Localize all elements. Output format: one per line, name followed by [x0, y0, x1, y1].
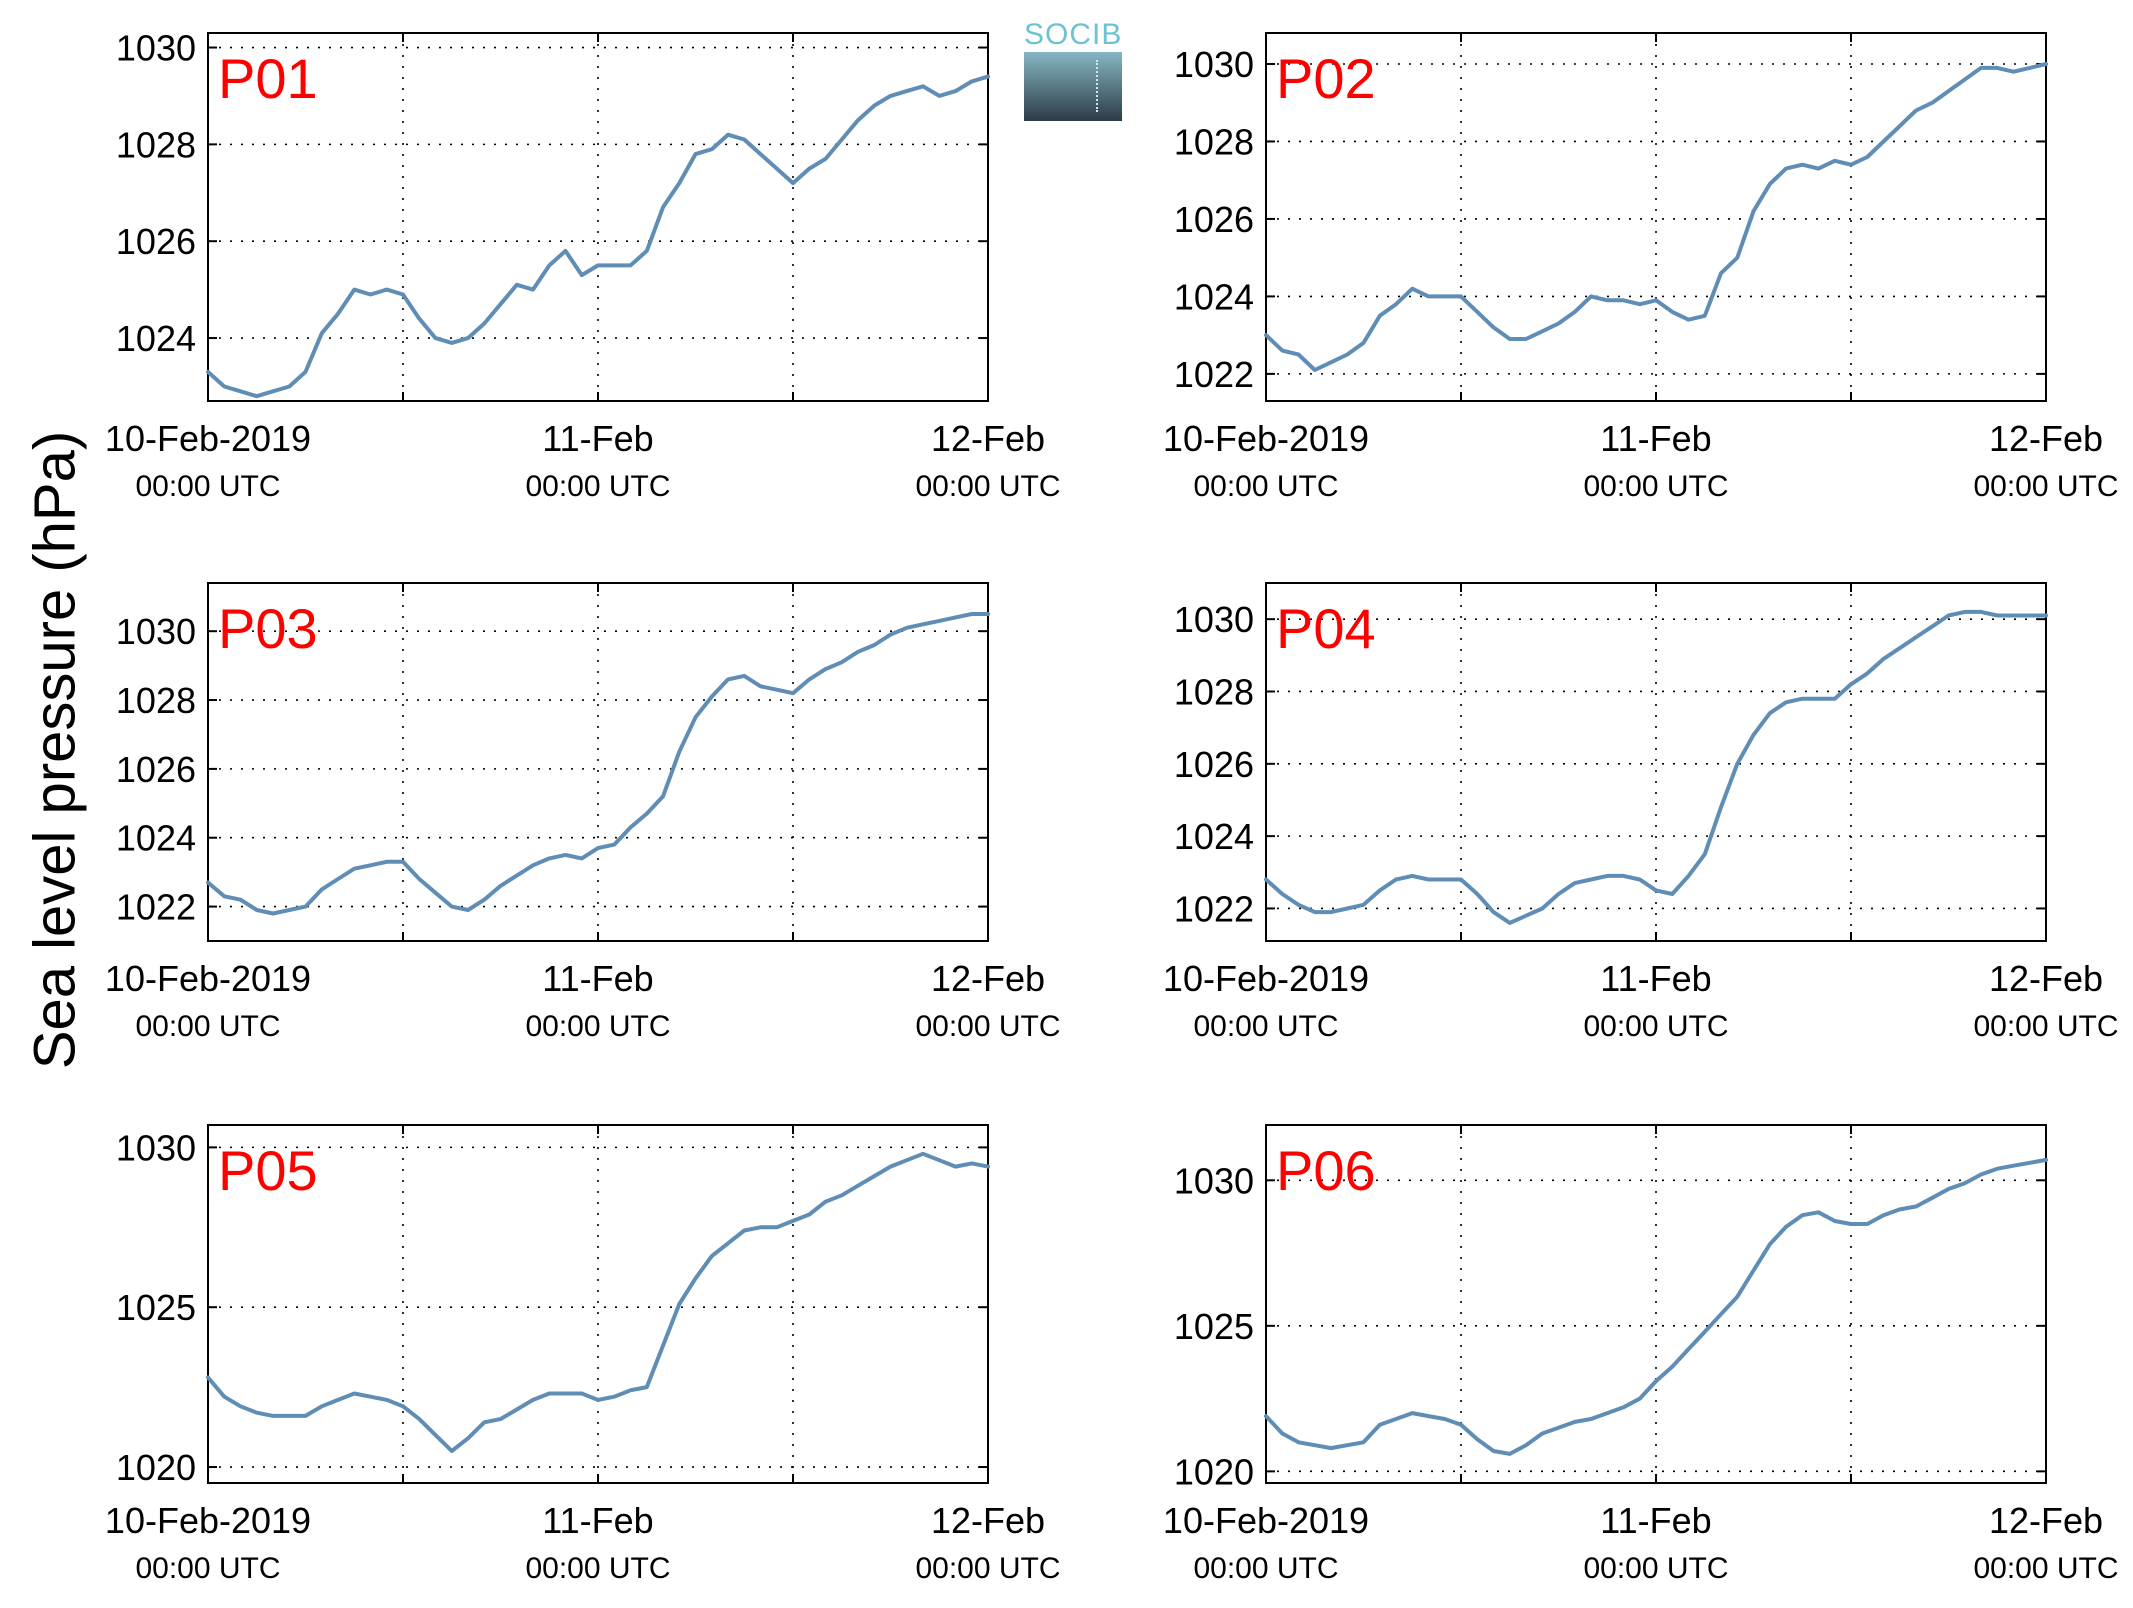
p02-ytick-label-1: 1024 — [1174, 276, 1254, 317]
p06-xtick-sublabel-1: 00:00 UTC — [1583, 1552, 1728, 1585]
p03-xtick-label-2: 12-Feb — [931, 958, 1045, 999]
p02-xtick-sublabel-2: 00:00 UTC — [1973, 470, 2118, 503]
p04-xtick-sublabel-0: 00:00 UTC — [1193, 1010, 1338, 1043]
p03-panel-label: P03 — [218, 597, 318, 660]
p06-xtick-label-1: 11-Feb — [1600, 1500, 1711, 1541]
p06-plot-area — [1265, 1124, 2047, 1484]
p04-ytick-label-4: 1030 — [1174, 599, 1254, 640]
p03-xtick-sublabel-2: 00:00 UTC — [915, 1010, 1060, 1043]
p02-xtick-sublabel-0: 00:00 UTC — [1193, 470, 1338, 503]
p04-xtick-label-0: 10-Feb-2019 — [1163, 958, 1369, 999]
p06-ytick-label-0: 1020 — [1174, 1451, 1254, 1492]
y-axis-label: Sea level pressure (hPa) — [22, 430, 88, 1070]
p02-series-line — [1264, 62, 2048, 372]
p05-ytick-label-0: 1020 — [116, 1447, 196, 1488]
p05-ytick-label-1: 1025 — [116, 1287, 196, 1328]
p05-xtick-label-0: 10-Feb-2019 — [105, 1500, 311, 1541]
p03-ytick-label-2: 1026 — [116, 749, 196, 790]
p02-ytick-label-2: 1026 — [1174, 199, 1254, 240]
p06-xtick-sublabel-0: 00:00 UTC — [1193, 1552, 1338, 1585]
p04-ytick-label-2: 1026 — [1174, 744, 1254, 785]
p01-ytick-label-0: 1024 — [116, 318, 196, 359]
p06-xtick-label-2: 12-Feb — [1989, 1500, 2103, 1541]
logo-text: SOCIB — [1024, 18, 1123, 51]
p03-xtick-sublabel-0: 00:00 UTC — [135, 1010, 280, 1043]
p06-series-line — [1264, 1157, 2048, 1456]
p06-xtick-label-0: 10-Feb-2019 — [1163, 1500, 1369, 1541]
p04-ytick-label-0: 1022 — [1174, 888, 1254, 929]
p03-ytick-label-0: 1022 — [116, 887, 196, 928]
p01-xtick-label-0: 10-Feb-2019 — [105, 418, 311, 459]
p01-plot-area — [207, 32, 989, 402]
p06-ytick-label-1: 1025 — [1174, 1306, 1254, 1347]
p02-ytick-label-3: 1028 — [1174, 121, 1254, 162]
p05-panel-label: P05 — [218, 1139, 318, 1202]
p03-ytick-label-1: 1024 — [116, 818, 196, 859]
p02-panel-label: P02 — [1276, 47, 1376, 110]
p01-panel-label: P01 — [218, 47, 318, 110]
logo-dots — [1096, 60, 1098, 112]
p03-ytick-label-3: 1028 — [116, 680, 196, 721]
p01-series-line — [206, 74, 990, 399]
p01-ytick-label-2: 1028 — [116, 124, 196, 165]
p02-xtick-label-0: 10-Feb-2019 — [1163, 418, 1369, 459]
p03-xtick-label-1: 11-Feb — [542, 958, 653, 999]
p03-xtick-label-0: 10-Feb-2019 — [105, 958, 311, 999]
p02-plot-area — [1265, 32, 2047, 402]
p01-xtick-sublabel-1: 00:00 UTC — [525, 470, 670, 503]
p06-xtick-sublabel-2: 00:00 UTC — [1973, 1552, 2118, 1585]
p03-series-line — [206, 612, 990, 916]
p04-panel-label: P04 — [1276, 597, 1376, 660]
p04-xtick-sublabel-1: 00:00 UTC — [1583, 1010, 1728, 1043]
p04-ytick-label-1: 1024 — [1174, 816, 1254, 857]
p01-ytick-label-1: 1026 — [116, 221, 196, 262]
p04-series-line — [1264, 609, 2048, 925]
p02-ytick-label-0: 1022 — [1174, 354, 1254, 395]
p05-xtick-sublabel-2: 00:00 UTC — [915, 1552, 1060, 1585]
p02-ytick-label-4: 1030 — [1174, 44, 1254, 85]
p01-xtick-label-1: 11-Feb — [542, 418, 653, 459]
p01-xtick-sublabel-2: 00:00 UTC — [915, 470, 1060, 503]
p04-xtick-sublabel-2: 00:00 UTC — [1973, 1010, 2118, 1043]
p02-xtick-sublabel-1: 00:00 UTC — [1583, 470, 1728, 503]
p05-xtick-sublabel-0: 00:00 UTC — [135, 1552, 280, 1585]
p06-panel-label: P06 — [1276, 1139, 1376, 1202]
p02-xtick-label-2: 12-Feb — [1989, 418, 2103, 459]
logo-block — [1024, 52, 1122, 121]
p01-xtick-label-2: 12-Feb — [931, 418, 1045, 459]
p01-ytick-label-3: 1030 — [116, 28, 196, 69]
p05-ytick-label-2: 1030 — [116, 1127, 196, 1168]
socib-logo: SOCIB — [1024, 18, 1122, 121]
p04-xtick-label-2: 12-Feb — [1989, 958, 2103, 999]
p04-ytick-label-3: 1028 — [1174, 671, 1254, 712]
p05-series-line — [206, 1151, 990, 1453]
p03-ytick-label-4: 1030 — [116, 611, 196, 652]
p04-xtick-label-1: 11-Feb — [1600, 958, 1711, 999]
p01-xtick-sublabel-0: 00:00 UTC — [135, 470, 280, 503]
p02-xtick-label-1: 11-Feb — [1600, 418, 1711, 459]
p05-xtick-label-2: 12-Feb — [931, 1500, 1045, 1541]
p05-xtick-label-1: 11-Feb — [542, 1500, 653, 1541]
p05-xtick-sublabel-1: 00:00 UTC — [525, 1552, 670, 1585]
p03-xtick-sublabel-1: 00:00 UTC — [525, 1010, 670, 1043]
p06-ytick-label-2: 1030 — [1174, 1160, 1254, 1201]
